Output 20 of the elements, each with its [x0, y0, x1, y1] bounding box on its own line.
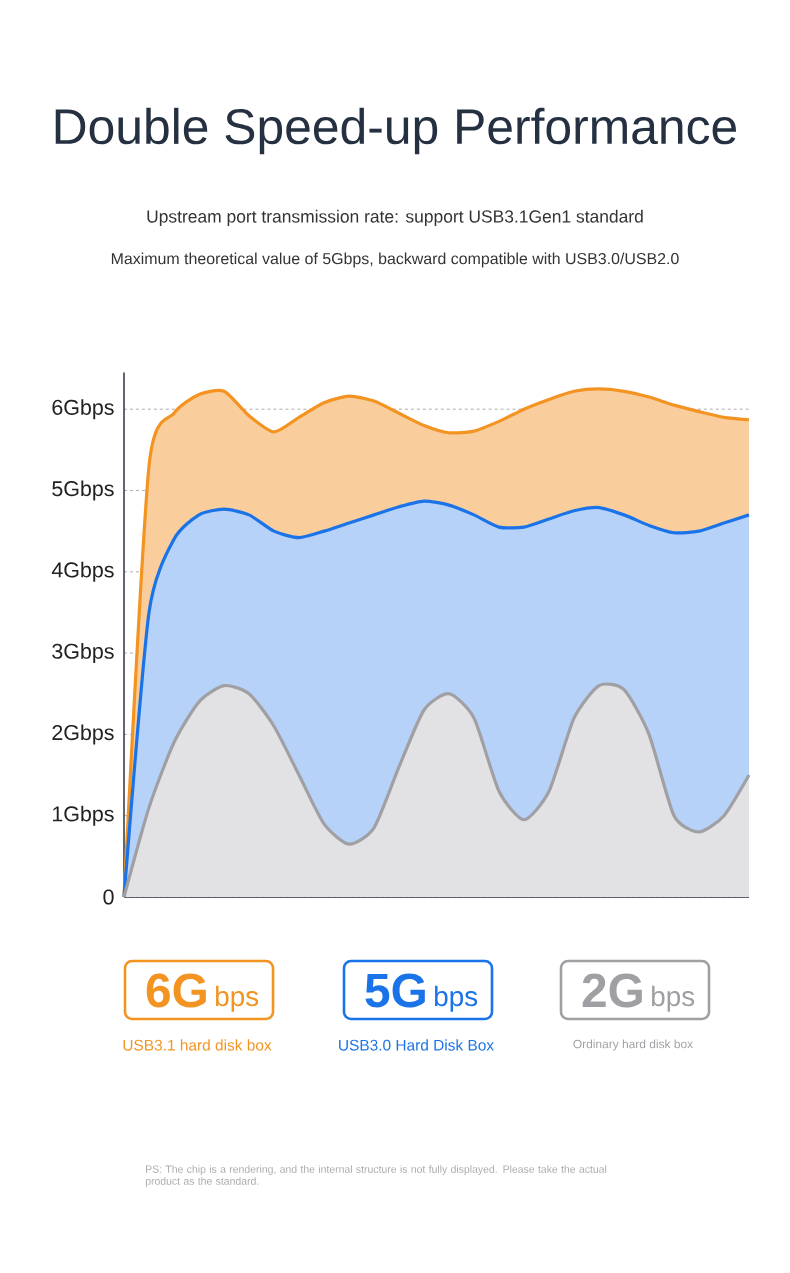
y-tick-label: 6Gbps: [52, 399, 114, 420]
chart-subtitle: Upstream port transmission rate: support USB3.1Gen1 standard: [147, 209, 643, 227]
y-tick-label: 5Gbps: [52, 480, 114, 501]
text: PS: The chip is a rendering, and the internal structure is not fully displayed. Please take the actual product as the standard.: [145, 1165, 607, 1187]
text: 2G: [582, 973, 642, 1008]
text: bps: [652, 985, 695, 1012]
text: USB3.0 Hard Disk Box: [339, 1039, 494, 1051]
text: Maximum theoretical value of 5Gbps, backward compatible with USB3.0/USB2.0: [111, 252, 679, 268]
text: USB3.1 hard disk box: [123, 1039, 272, 1051]
y-tick-label: 2Gbps: [52, 724, 114, 745]
text: 6G: [146, 973, 206, 1008]
text: Ordinary hard disk box: [573, 1039, 693, 1051]
y-tick-label: 0: [103, 889, 114, 905]
y-tick-label: 1Gbps: [53, 805, 114, 826]
text: bps: [435, 985, 478, 1012]
text: 5G: [365, 973, 425, 1008]
y-tick-label: 4Gbps: [51, 561, 114, 582]
chart-title: Double Speed-up Performance: [55, 107, 736, 155]
y-tick-label: 3Gbps: [52, 643, 114, 664]
text: bps: [216, 985, 259, 1012]
